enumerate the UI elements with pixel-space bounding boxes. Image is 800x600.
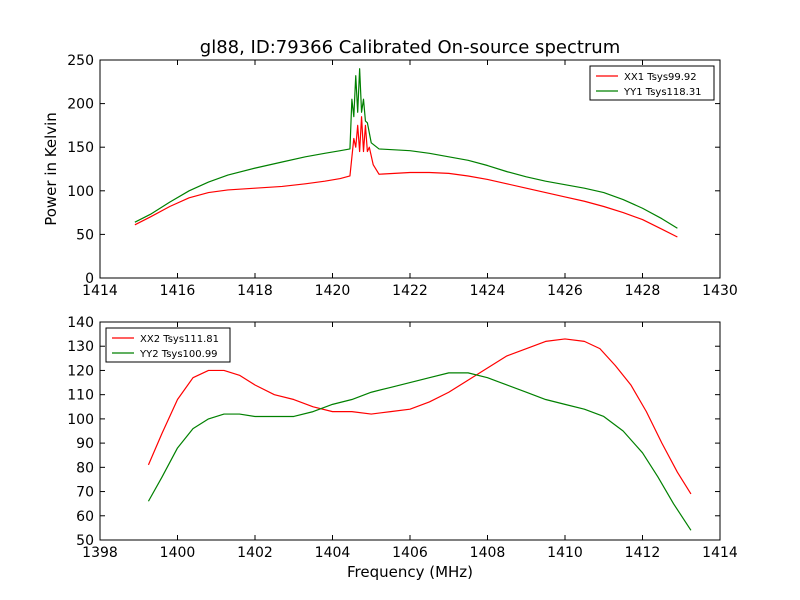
x-tick-label: 1420	[315, 283, 351, 299]
y-tick-label: 130	[67, 339, 94, 355]
x-tick-label: 1412	[625, 545, 661, 561]
y-tick-label: 70	[76, 485, 94, 501]
y-tick-label: 120	[67, 363, 94, 379]
x-tick-label: 1406	[392, 545, 428, 561]
x-tick-label: 1398	[82, 545, 118, 561]
x-tick-label: 1424	[470, 283, 506, 299]
y-tick-label: 150	[67, 140, 94, 156]
x-tick-label: 1400	[160, 545, 196, 561]
legend-label-2: YY2 Tsys100.99	[139, 349, 218, 360]
legend: XX1 Tsys99.92 YY1 Tsys118.31	[589, 65, 715, 101]
y-tick-label: 100	[67, 184, 94, 200]
y-tick-label: 60	[76, 509, 94, 525]
chart-panel-1: 1414 1416 1418 1420 1422 1424 1426 1428 1430 0 50 1…	[67, 53, 738, 299]
y-tick-label: 90	[76, 436, 94, 452]
series-line-2	[134, 68, 678, 229]
y-tick-label: 200	[67, 97, 94, 113]
legend-box	[589, 65, 715, 101]
x-tick-label: 1414	[702, 545, 738, 561]
y-tick-label: 140	[67, 315, 94, 331]
x-tick-label: 1402	[237, 545, 273, 561]
figure-title: gl88, ID:79366 Calibrated On-source spec…	[200, 37, 620, 58]
y-tick-label: 50	[76, 227, 94, 243]
y-tick-label: 100	[67, 412, 94, 428]
y-tick-label: 250	[67, 53, 94, 69]
x-tick-label: 1416	[160, 283, 196, 299]
series-line-1	[134, 116, 678, 238]
chart-panel-2: 1398 1400 1402 1404 1406 1408 1410 1412 1414 50 60…	[67, 315, 738, 561]
y-tick-label: 0	[85, 271, 94, 287]
plots: 1414 1416 1418 1420 1422 1424 1426 1428 14300501…	[67, 53, 738, 561]
x-tick-label: 1410	[547, 545, 583, 561]
y-tick-label: 50	[76, 533, 94, 549]
x-tick-label: 1404	[315, 545, 351, 561]
series-line-1	[147, 338, 692, 495]
x-tick-label: 1408	[470, 545, 506, 561]
x-tick-label: 1428	[625, 283, 661, 299]
legend-label-1: XX2 Tsys111.81	[140, 334, 219, 345]
x-axis-label: Frequency (MHz)	[347, 563, 473, 581]
x-tick-label: 1422	[392, 283, 428, 299]
x-tick-label: 1414	[82, 283, 118, 299]
legend: XX2 Tsys111.81 YY2 Tsys100.99	[105, 327, 231, 363]
series-line-2	[147, 372, 692, 531]
x-tick-label: 1430	[702, 283, 738, 299]
legend-label-2: YY1 Tsys118.31	[623, 87, 702, 98]
x-tick-label: 1418	[237, 283, 273, 299]
y-tick-label: 80	[76, 460, 94, 476]
legend-label-1: XX1 Tsys99.92	[624, 72, 697, 83]
x-tick-label: 1426	[547, 283, 583, 299]
legend-box	[105, 327, 231, 363]
y-tick-label: 110	[67, 388, 94, 404]
y-axis-label-top: Power in Kelvin	[42, 112, 60, 226]
